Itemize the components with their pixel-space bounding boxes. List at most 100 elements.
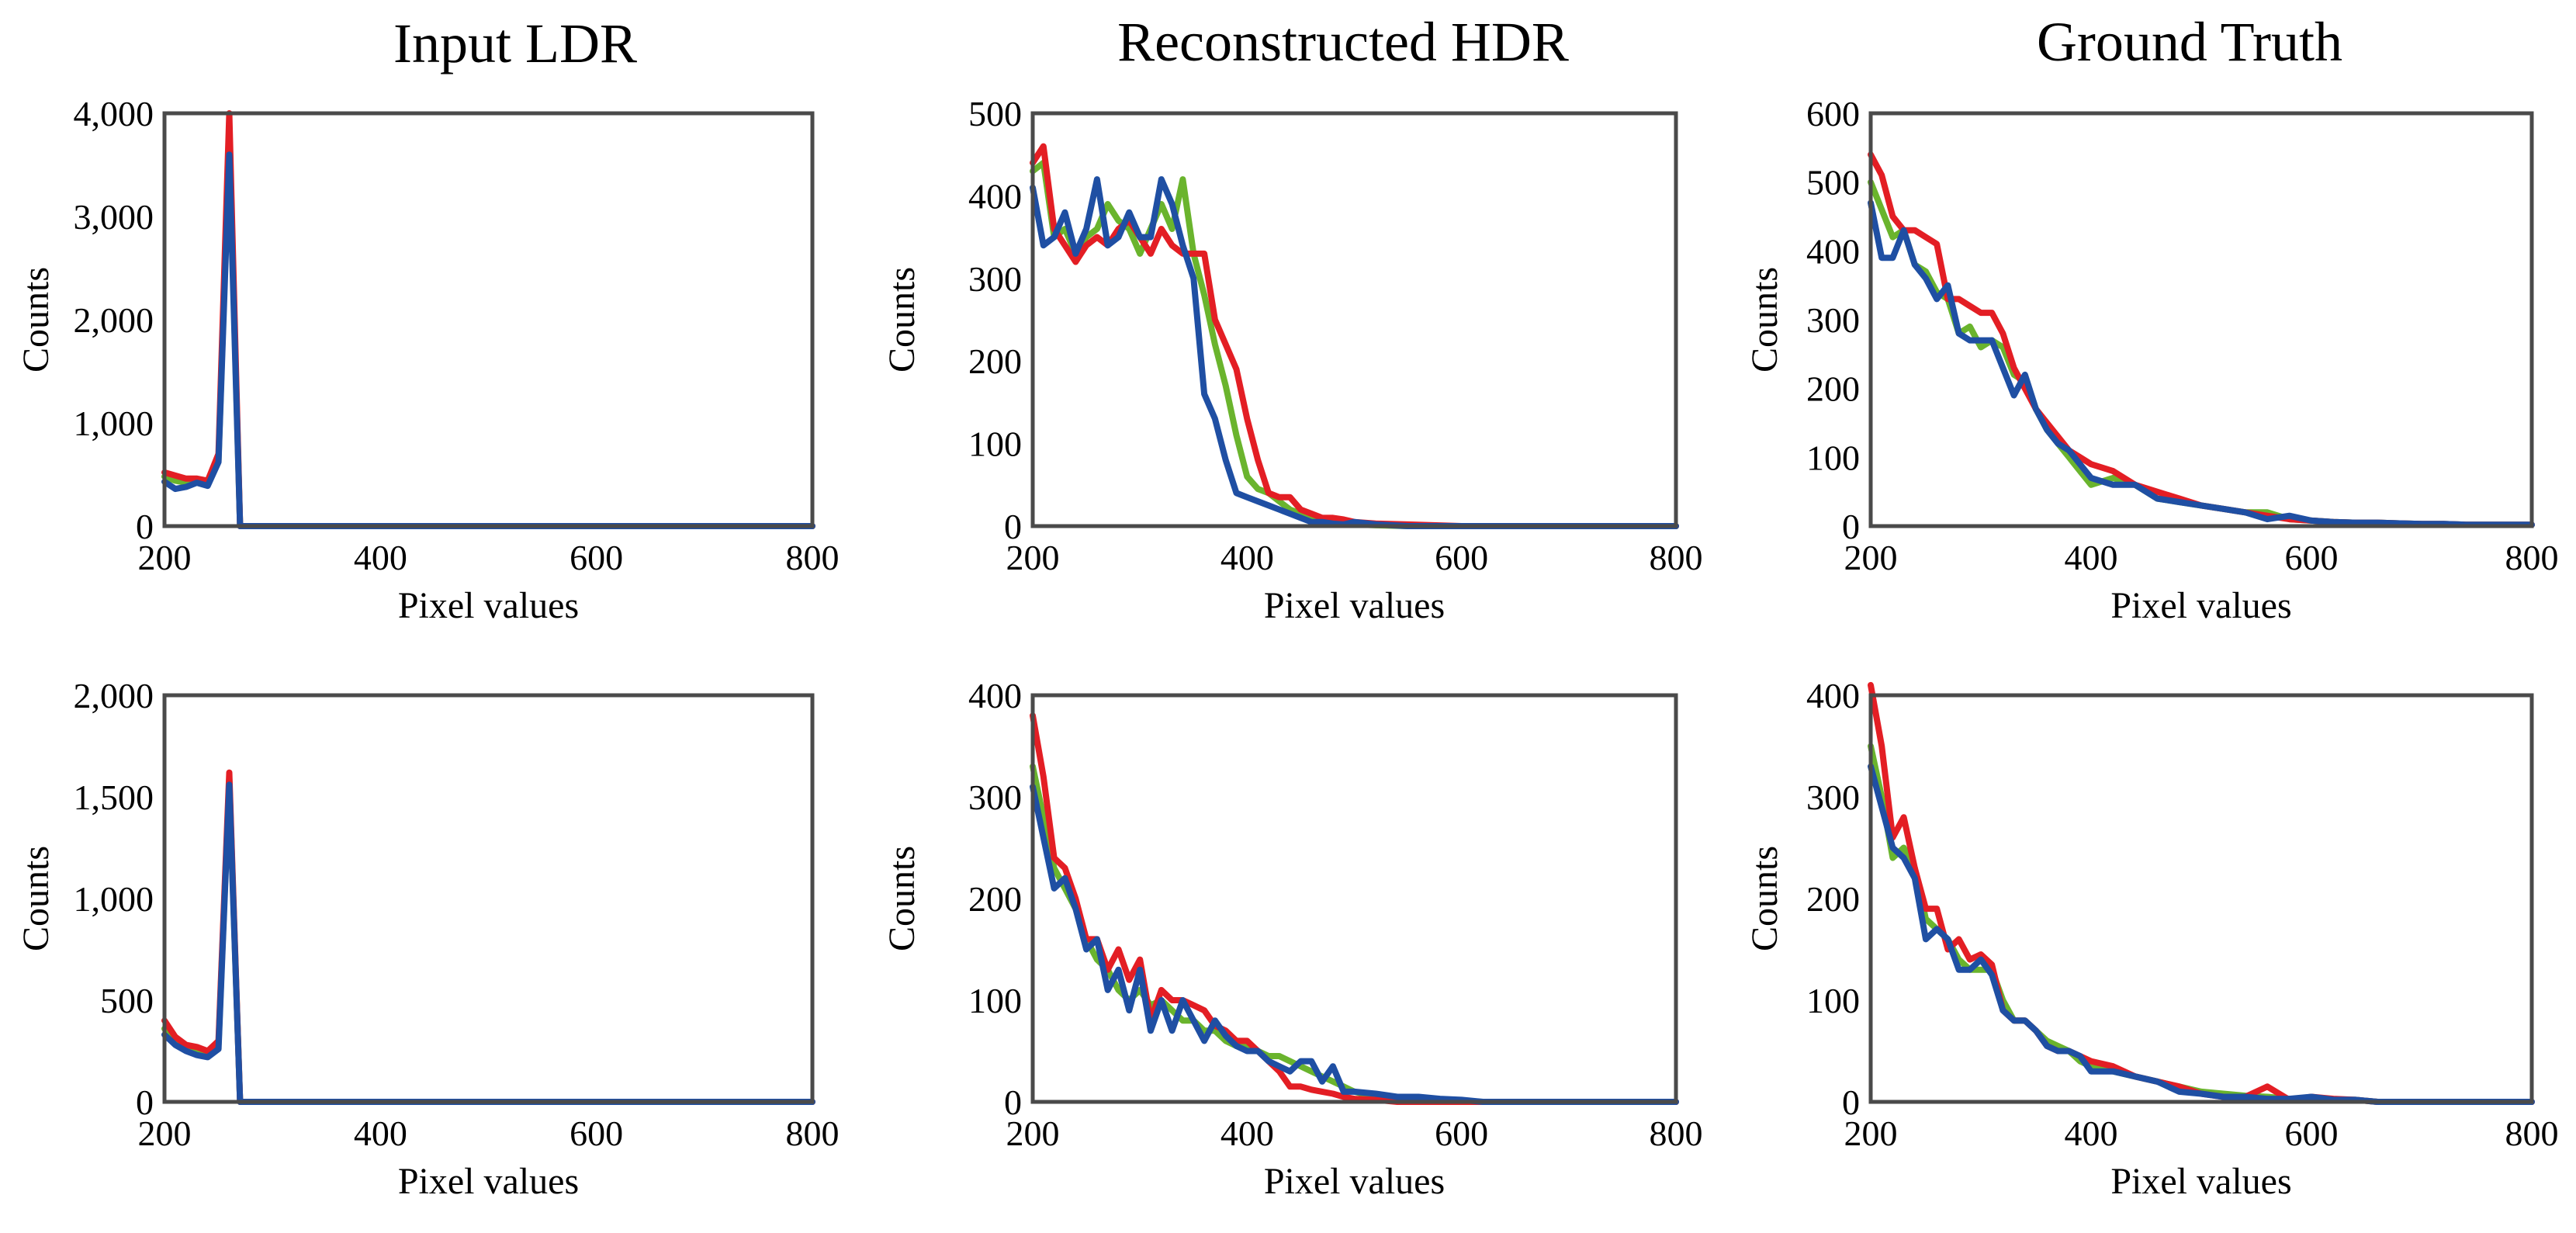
series-line-green	[161, 775, 815, 1105]
y-tick-label: 200	[1806, 879, 1860, 919]
y-tick-label: 0	[136, 1082, 154, 1122]
series-line-green	[1868, 743, 2535, 1105]
y-tick-label: 0	[1004, 507, 1022, 546]
series-line-blue	[161, 781, 815, 1105]
y-tick-label: 200	[1806, 369, 1860, 409]
y-tick-label: 400	[968, 176, 1022, 216]
x-tick-label: 200	[1844, 1114, 1898, 1153]
y-tick-label: 300	[968, 778, 1022, 817]
y-tick-label: 0	[136, 507, 154, 546]
x-tick-label: 400	[1220, 538, 1274, 577]
plot-frame	[1030, 693, 1678, 1104]
y-tick-label: 400	[1806, 676, 1860, 715]
y-axis-label: Counts	[16, 846, 57, 951]
y-tick-label: 100	[968, 981, 1022, 1020]
chart-panel-3: 200 400 600 800 0 100 200 300 400 500 600 Pixel val…	[1744, 94, 2559, 626]
series-line-green	[161, 136, 815, 529]
x-tick-label: 200	[138, 1114, 192, 1153]
y-tick-label: 300	[968, 259, 1022, 299]
y-tick-label: 600	[1806, 94, 1860, 133]
x-tick-label: 600	[2285, 538, 2339, 577]
series-line-green	[1030, 763, 1679, 1105]
y-tick-label: 300	[1806, 300, 1860, 340]
series-line-blue	[1030, 783, 1679, 1105]
series-line-red	[1030, 712, 1679, 1105]
plot-frame	[162, 111, 815, 528]
y-tick-label: 0	[1004, 1082, 1022, 1122]
x-tick-label: 800	[2505, 1114, 2559, 1153]
plot-frame	[162, 693, 815, 1104]
y-tick-label: 1,000	[74, 879, 154, 919]
y-axis-label: Counts	[16, 267, 57, 372]
y-axis-label: Counts	[1744, 267, 1785, 372]
chart-grid: 200 400 600 800 0 1,000 2,000 3,000 4,000 Pixel v…	[16, 94, 2559, 1202]
series-line-blue	[1030, 176, 1679, 529]
y-axis-label: Counts	[881, 846, 923, 951]
chart-panel-6: 200 400 600 800 0 100 200 300 400 Pixel values Cou…	[1744, 676, 2559, 1202]
chart-panel-5: 200 400 600 800 0 100 200 300 400 Pixel values Cou…	[881, 676, 1703, 1202]
y-axis-label: Counts	[881, 267, 923, 372]
x-axis-label: Pixel values	[1264, 585, 1445, 626]
chart-panel-4: 200 400 600 800 0 500 1,000 1,500 2,000 Pixel val…	[16, 676, 840, 1202]
x-axis-label: Pixel values	[398, 585, 579, 626]
chart-panel-1: 200 400 600 800 0 1,000 2,000 3,000 4,000 Pixel v…	[16, 94, 840, 626]
y-tick-label: 500	[100, 981, 154, 1020]
y-tick-label: 100	[1806, 981, 1860, 1020]
chart-panel-2: 200 400 600 800 0 100 200 300 400 500 Pixel values…	[881, 94, 1703, 626]
series-line-blue	[1868, 763, 2535, 1105]
column-title-input-ldr: Input LDR	[393, 12, 637, 74]
x-tick-label: 600	[570, 1114, 623, 1153]
y-tick-label: 400	[968, 676, 1022, 715]
series-line-red	[161, 110, 815, 529]
y-tick-label: 4,000	[74, 94, 154, 133]
y-tick-label: 0	[1842, 1082, 1860, 1122]
x-tick-label: 800	[1650, 538, 1703, 577]
x-tick-label: 800	[2505, 538, 2559, 577]
y-tick-label: 3,000	[74, 197, 154, 237]
y-tick-label: 1,000	[74, 403, 154, 443]
x-tick-label: 600	[1435, 1114, 1488, 1153]
plot-frame	[1868, 111, 2534, 528]
series-line-red	[161, 769, 815, 1105]
x-tick-label: 600	[1435, 538, 1488, 577]
x-axis-label: Pixel values	[2110, 1161, 2291, 1202]
y-tick-label: 2,000	[74, 300, 154, 340]
y-tick-label: 100	[968, 424, 1022, 464]
x-tick-label: 800	[786, 1114, 840, 1153]
series-line-green	[1868, 178, 2535, 528]
x-tick-label: 800	[786, 538, 840, 577]
series-line-red	[1030, 143, 1679, 529]
x-tick-label: 200	[1006, 538, 1060, 577]
x-tick-label: 600	[570, 538, 623, 577]
x-tick-label: 200	[1006, 1114, 1060, 1153]
y-tick-label: 300	[1806, 778, 1860, 817]
x-tick-label: 400	[1220, 1114, 1274, 1153]
y-tick-label: 400	[1806, 231, 1860, 271]
series-line-blue	[1868, 199, 2535, 528]
x-tick-label: 400	[2065, 538, 2118, 577]
y-tick-label: 2,000	[74, 676, 154, 715]
plot-frame	[1030, 111, 1678, 528]
x-tick-label: 400	[354, 1114, 407, 1153]
x-tick-label: 200	[1844, 538, 1898, 577]
x-axis-label: Pixel values	[2110, 585, 2291, 626]
x-tick-label: 800	[1650, 1114, 1703, 1153]
plot-frame	[1868, 693, 2534, 1104]
y-tick-label: 100	[1806, 438, 1860, 477]
y-axis-label: Counts	[1744, 846, 1785, 951]
x-axis-label: Pixel values	[398, 1161, 579, 1202]
x-tick-label: 200	[138, 538, 192, 577]
y-tick-label: 200	[968, 341, 1022, 381]
x-axis-label: Pixel values	[1264, 1161, 1445, 1202]
x-tick-label: 400	[354, 538, 407, 577]
series-line-red	[1868, 681, 2535, 1105]
y-tick-label: 500	[968, 94, 1022, 133]
column-title-ground-truth: Ground Truth	[2037, 11, 2342, 73]
y-tick-label: 500	[1806, 163, 1860, 203]
x-tick-label: 600	[2285, 1114, 2339, 1153]
y-tick-label: 0	[1842, 507, 1860, 546]
x-tick-label: 400	[2065, 1114, 2118, 1153]
y-tick-label: 200	[968, 879, 1022, 919]
series-line-blue	[161, 151, 815, 529]
